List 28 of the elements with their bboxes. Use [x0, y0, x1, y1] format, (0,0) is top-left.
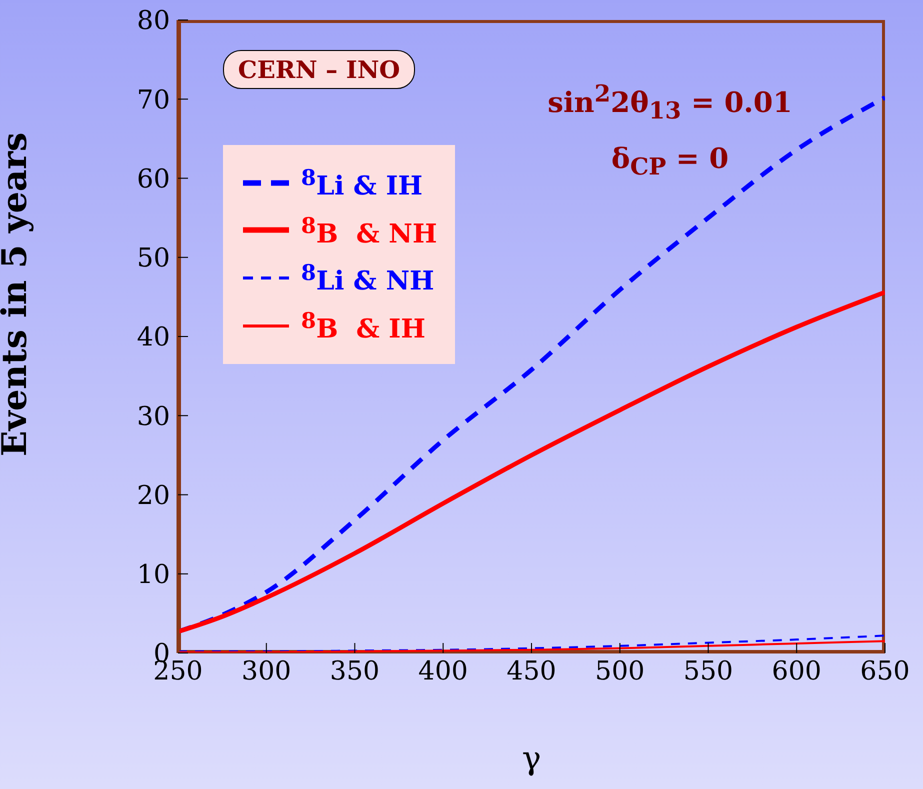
x-tick-label: 550 — [683, 656, 734, 686]
annotation: CERN – INO — [238, 55, 400, 84]
x-tick-label: 450 — [506, 656, 556, 686]
x-tick-label: 600 — [772, 656, 822, 686]
y-tick-label: 10 — [136, 560, 170, 590]
legend-label: $^{8}$B & NH — [301, 212, 438, 252]
x-tick-label: 650 — [860, 656, 910, 686]
line-series — [178, 290, 885, 634]
y-tick-label: 20 — [136, 480, 170, 511]
legend-label: $^{8}$Li & NH — [301, 260, 434, 299]
annotation: δ$_{CP}$ = 0 — [611, 142, 729, 181]
x-tick-label: 500 — [595, 656, 645, 686]
legend-label: $^{8}$Li & IH — [301, 165, 423, 204]
y-tick-label: 80 — [136, 6, 170, 36]
line-series — [178, 640, 885, 653]
y-tick-label: 40 — [136, 322, 170, 353]
y-tick-label: 30 — [136, 402, 170, 432]
y-tick-label: 50 — [136, 244, 170, 274]
y-tick-label: 70 — [136, 85, 170, 116]
x-tick-label: 400 — [418, 656, 468, 686]
line-series — [178, 634, 885, 652]
x-tick-label: 350 — [330, 656, 380, 686]
y-axis-title: Events in 5 years — [0, 132, 36, 456]
annotation: sin$^{2}$2θ$_{13}$ = 0.01 — [548, 80, 792, 125]
legend-label: $^{8}$B & IH — [301, 308, 426, 347]
x-tick-label: 300 — [242, 656, 292, 686]
x-axis-title: γ — [522, 739, 542, 777]
y-tick-label: 60 — [136, 164, 170, 194]
